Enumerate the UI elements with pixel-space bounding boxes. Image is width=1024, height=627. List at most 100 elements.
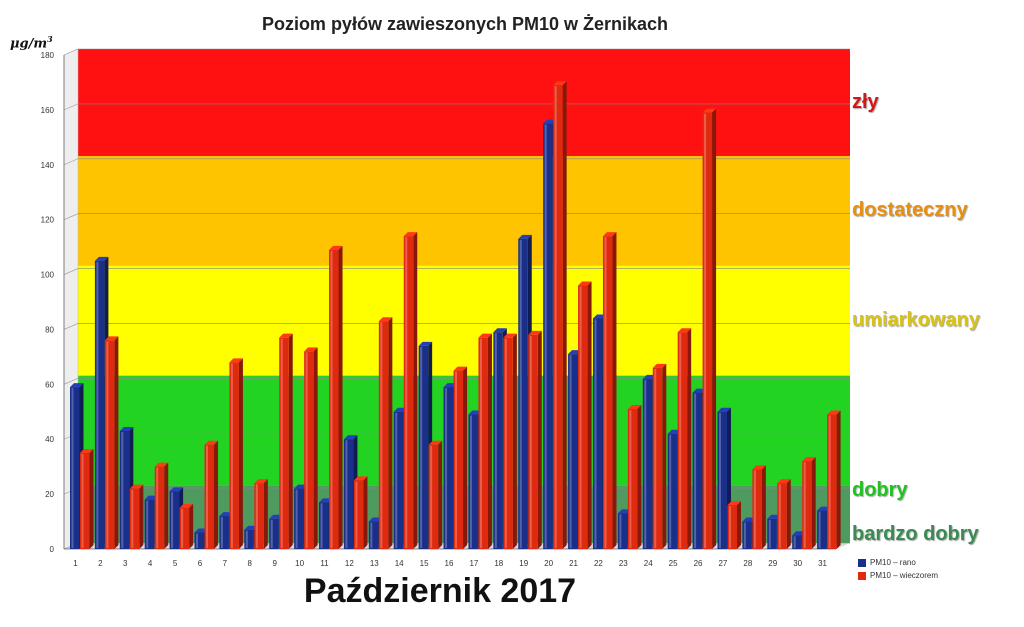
legend-swatch-rano bbox=[858, 558, 866, 567]
x-tick-label: 8 bbox=[248, 559, 253, 568]
bar-rano bbox=[692, 392, 703, 549]
y-tick-label: 180 bbox=[41, 51, 55, 60]
band-label-4: zły bbox=[852, 90, 879, 113]
bar-side bbox=[463, 366, 468, 549]
legend-label-wieczorem: PM10 – wieczorem bbox=[870, 571, 939, 580]
bar-rano bbox=[368, 521, 379, 549]
x-tick-label: 30 bbox=[793, 559, 802, 568]
x-tick-label: 3 bbox=[123, 559, 128, 568]
x-tick-label: 7 bbox=[223, 559, 228, 568]
y-tick-label: 20 bbox=[45, 490, 54, 499]
bar-wieczorem bbox=[129, 488, 140, 549]
bar-side bbox=[288, 333, 293, 549]
y-tick-label: 60 bbox=[45, 380, 54, 389]
bar-highlight bbox=[230, 363, 233, 548]
x-tick-label: 19 bbox=[519, 559, 528, 568]
bar-side bbox=[114, 336, 119, 549]
bar-highlight bbox=[330, 250, 333, 548]
bar-highlight bbox=[768, 519, 771, 548]
x-tick-label: 5 bbox=[173, 559, 178, 568]
bar-side bbox=[687, 328, 692, 549]
bar-highlight bbox=[753, 470, 756, 548]
bar-highlight bbox=[704, 113, 707, 548]
bar-top bbox=[802, 457, 816, 462]
bar-top bbox=[418, 341, 433, 346]
bar-wieczorem bbox=[428, 444, 439, 549]
chart-title: Poziom pyłów zawieszonych PM10 w Żernika… bbox=[261, 14, 669, 34]
bar-rano bbox=[617, 513, 628, 549]
bar-wieczorem bbox=[528, 334, 538, 549]
grid-diag-6 bbox=[63, 213, 79, 220]
x-tick-label: 28 bbox=[743, 559, 752, 568]
bar-top bbox=[229, 358, 243, 363]
y-tick-label: 120 bbox=[41, 216, 55, 225]
bar-side bbox=[662, 363, 667, 549]
bar-side bbox=[761, 465, 766, 549]
bar-rano bbox=[294, 488, 304, 549]
bar-top bbox=[179, 503, 194, 508]
band-label-0: bardzo dobry bbox=[852, 523, 979, 545]
bar-top bbox=[528, 330, 542, 335]
bar-highlight bbox=[146, 500, 149, 548]
bar-side bbox=[487, 333, 492, 549]
bar-wieczorem bbox=[702, 112, 713, 549]
bar-highlight bbox=[445, 388, 448, 548]
x-tick-label: 9 bbox=[272, 559, 277, 568]
bar-top bbox=[602, 232, 617, 237]
x-tick-label: 6 bbox=[198, 559, 203, 568]
bar-side bbox=[388, 317, 393, 549]
bar-rano bbox=[418, 345, 429, 549]
bar-rano bbox=[767, 518, 777, 549]
bar-wieczorem bbox=[378, 321, 389, 549]
bar-top bbox=[80, 448, 94, 453]
bar-rano bbox=[568, 354, 578, 549]
bar-top bbox=[279, 333, 293, 338]
bar-side bbox=[438, 440, 443, 549]
bar-highlight bbox=[156, 467, 159, 548]
x-tick-label: 1 bbox=[73, 559, 78, 568]
bar-rano bbox=[169, 491, 180, 549]
bar-rano bbox=[592, 318, 603, 549]
unit-exponent: 3 bbox=[47, 34, 53, 44]
x-tick-label: 17 bbox=[469, 559, 478, 568]
x-tick-label: 12 bbox=[345, 559, 354, 568]
x-tick-label: 22 bbox=[594, 559, 603, 568]
bar-highlight bbox=[728, 506, 731, 548]
bar-rano bbox=[343, 439, 354, 549]
legend-item-rano: PM10 – rano bbox=[858, 556, 938, 569]
bar-wieczorem bbox=[229, 362, 239, 549]
bar-wieczorem bbox=[403, 236, 414, 549]
bar-wieczorem bbox=[827, 414, 837, 549]
bar-highlight bbox=[71, 388, 74, 548]
bar-highlight bbox=[743, 522, 746, 548]
legend-swatch-wieczorem bbox=[858, 571, 866, 580]
bar-highlight bbox=[718, 412, 721, 548]
x-tick-label: 13 bbox=[370, 559, 379, 568]
bar-highlight bbox=[479, 338, 482, 548]
bar-top bbox=[254, 479, 268, 484]
bar-top bbox=[329, 245, 343, 250]
x-tick-label: 4 bbox=[148, 559, 153, 568]
bar-wieczorem bbox=[154, 466, 165, 549]
grid-diag-9 bbox=[63, 48, 79, 56]
bar-highlight bbox=[554, 86, 557, 548]
bar-highlight bbox=[345, 440, 348, 548]
bar-highlight bbox=[778, 484, 781, 548]
y-tick-label: 140 bbox=[41, 161, 55, 170]
bar-top bbox=[503, 333, 517, 338]
bar-highlight bbox=[280, 338, 283, 548]
bar-rano bbox=[219, 516, 229, 549]
x-tick-label: 15 bbox=[420, 559, 429, 568]
bar-top bbox=[478, 333, 492, 338]
bar-highlight bbox=[504, 338, 507, 548]
bar-highlight bbox=[544, 124, 547, 548]
bar-side bbox=[537, 330, 542, 549]
bar-top bbox=[169, 487, 184, 492]
bar-highlight bbox=[121, 431, 124, 548]
bar-top bbox=[343, 435, 358, 440]
bar-highlight bbox=[803, 462, 806, 548]
legend-label-rano: PM10 – rano bbox=[870, 558, 916, 567]
bar-rano bbox=[493, 332, 503, 549]
bar-highlight bbox=[171, 492, 174, 548]
